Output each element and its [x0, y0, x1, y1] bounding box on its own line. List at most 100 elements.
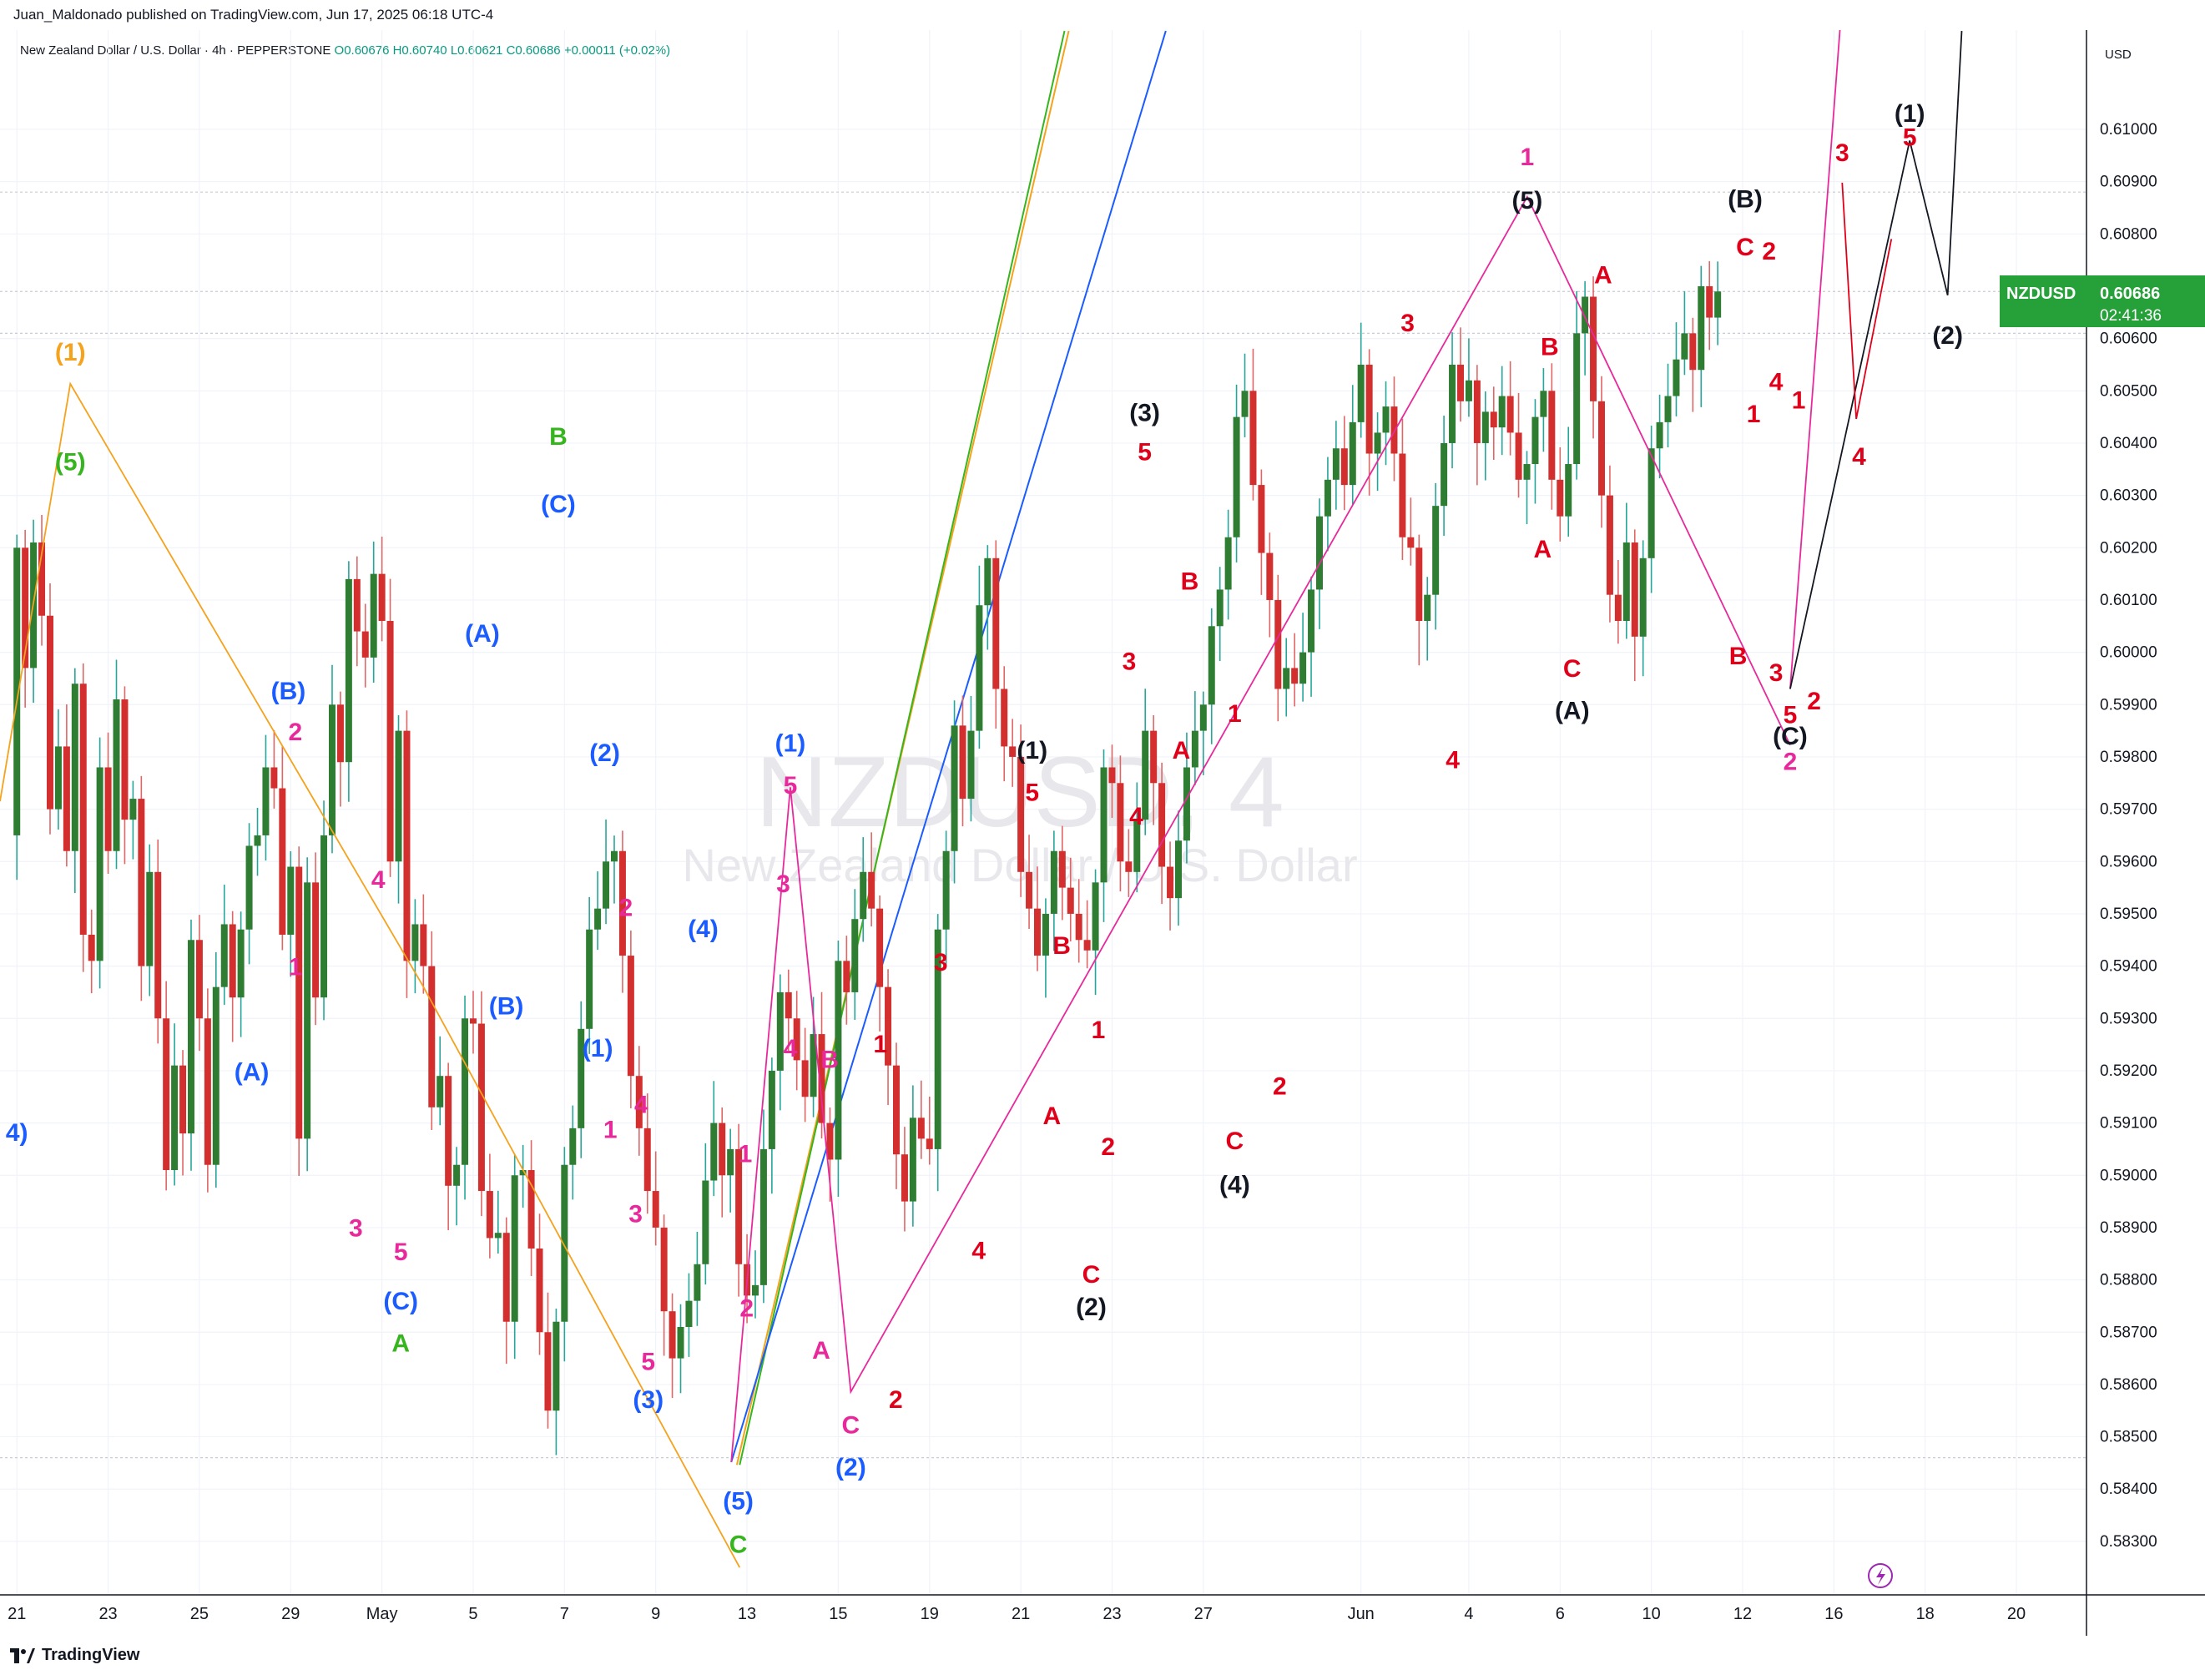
candle-body: [462, 1018, 469, 1165]
candle-body: [96, 767, 103, 961]
candle-body: [79, 684, 87, 936]
candle: [1117, 755, 1124, 892]
candle: [22, 529, 29, 708]
wave-label: (2): [835, 1454, 866, 1481]
symbol-description[interactable]: New Zealand Dollar / U.S. Dollar · 4h · …: [20, 43, 331, 58]
candle-body: [1664, 396, 1672, 422]
candle-body: [635, 1076, 643, 1128]
candle: [544, 1292, 552, 1429]
candle-body: [229, 924, 236, 998]
candle: [759, 1109, 767, 1304]
time-axis[interactable]: 21 23 25 29 May 5 7 9 13 15 19 21 23 27 Jun 4 6 10 12 16 18 2…: [0, 1594, 2205, 1623]
lightning-icon[interactable]: [1868, 1563, 1893, 1588]
candle: [1473, 365, 1481, 486]
wave-label: 5: [1784, 702, 1798, 729]
candle-body: [876, 908, 884, 987]
wave-label: C: [1082, 1261, 1101, 1289]
x-tick-label: 29: [281, 1605, 300, 1623]
y-tick-label: 0.58700: [2100, 1324, 2157, 1341]
candle: [1009, 719, 1017, 787]
x-tick-label: 21: [8, 1605, 26, 1623]
chart-header: Juan_Maldonado published on TradingView.…: [0, 0, 2205, 30]
candle: [934, 914, 941, 1192]
candle: [1706, 260, 1713, 351]
candle-body: [254, 835, 261, 846]
candle-body: [88, 935, 95, 961]
x-tick-label: 15: [829, 1605, 847, 1623]
wave-label: (3): [633, 1386, 664, 1414]
candle-body: [793, 1018, 800, 1061]
candle: [1449, 332, 1456, 469]
x-tick-label: 23: [98, 1605, 117, 1623]
candle-body: [1365, 364, 1373, 454]
candle-body: [1614, 594, 1622, 622]
candle-body: [179, 1065, 187, 1134]
candle: [1092, 869, 1099, 996]
candle: [1308, 576, 1315, 697]
candle-body: [976, 605, 983, 731]
candle: [462, 996, 469, 1200]
candle: [71, 668, 78, 894]
candle: [818, 991, 825, 1139]
candle: [1548, 363, 1556, 510]
wave-label: 4: [1769, 369, 1784, 396]
tradingview-icon: [10, 1647, 35, 1663]
candle-body: [411, 924, 419, 961]
candle-body: [1208, 626, 1215, 705]
candle-body: [860, 871, 867, 920]
price-chart[interactable]: NZDUSD, 4 New Zealand Dollar / U.S. Doll…: [0, 30, 2205, 1649]
candle: [951, 700, 958, 884]
candle: [279, 746, 286, 951]
candle: [1191, 691, 1198, 785]
candle: [1042, 898, 1049, 998]
price-axis[interactable]: USD 0.610000.609000.608000.606000.605000…: [2000, 30, 2205, 1636]
candle: [569, 1105, 577, 1200]
candle-body: [1490, 411, 1497, 428]
candle: [395, 715, 402, 904]
candle: [735, 1123, 743, 1297]
candle-body: [934, 929, 941, 1149]
x-tick-label: 7: [560, 1605, 569, 1623]
candle-body: [544, 1332, 552, 1411]
candle: [768, 1057, 775, 1194]
y-tick-label: 0.59300: [2100, 1010, 2157, 1027]
wave-label: A: [1173, 737, 1191, 764]
wave-label: 3: [349, 1215, 363, 1243]
candle: [403, 710, 411, 998]
wave-label: 2: [739, 1295, 754, 1323]
wave-label: 2: [1101, 1133, 1115, 1161]
wave-label: (5): [723, 1487, 754, 1515]
candle-body: [810, 1034, 817, 1097]
candle-body: [71, 684, 78, 851]
candle-body: [477, 1023, 485, 1192]
candle: [776, 974, 784, 1111]
candle: [1590, 276, 1597, 439]
x-tick-label: 25: [190, 1605, 209, 1623]
candle-body: [694, 1264, 701, 1301]
candle-body: [1224, 537, 1232, 590]
candle-body: [1706, 285, 1713, 318]
candle-body: [220, 924, 228, 987]
candle: [38, 515, 46, 646]
candle-body: [1531, 416, 1539, 465]
candle: [453, 1147, 461, 1226]
candle: [1382, 381, 1390, 466]
candle-body: [1349, 421, 1356, 486]
wave-label: 4: [784, 1035, 798, 1062]
countdown: 02:41:36: [2100, 307, 2162, 325]
candle: [171, 1023, 179, 1186]
candle-body: [618, 850, 626, 956]
candle-body: [801, 1060, 809, 1097]
candle: [1033, 866, 1041, 971]
tradingview-logo[interactable]: TradingView: [10, 1646, 139, 1665]
candle-body: [1656, 421, 1663, 449]
candle: [163, 981, 170, 1191]
candle: [328, 664, 336, 854]
candle-body: [710, 1123, 718, 1181]
candle: [146, 844, 154, 996]
candle: [610, 835, 618, 904]
candle-body: [54, 746, 62, 810]
wave-label: 4: [1129, 803, 1143, 830]
x-tick-label: 13: [738, 1605, 756, 1623]
candle-body: [420, 924, 427, 966]
